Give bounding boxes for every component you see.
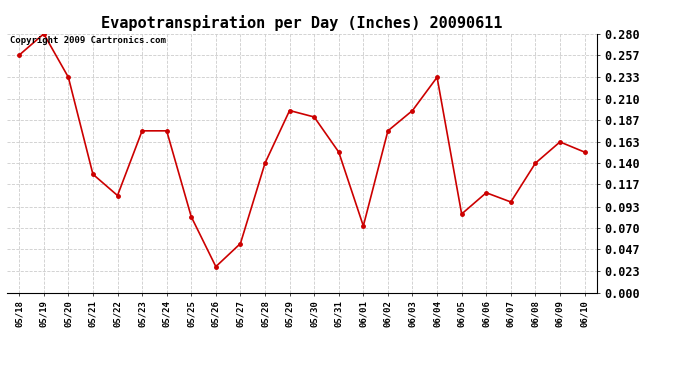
Text: Copyright 2009 Cartronics.com: Copyright 2009 Cartronics.com [10, 36, 166, 45]
Title: Evapotranspiration per Day (Inches) 20090611: Evapotranspiration per Day (Inches) 2009… [101, 15, 502, 31]
